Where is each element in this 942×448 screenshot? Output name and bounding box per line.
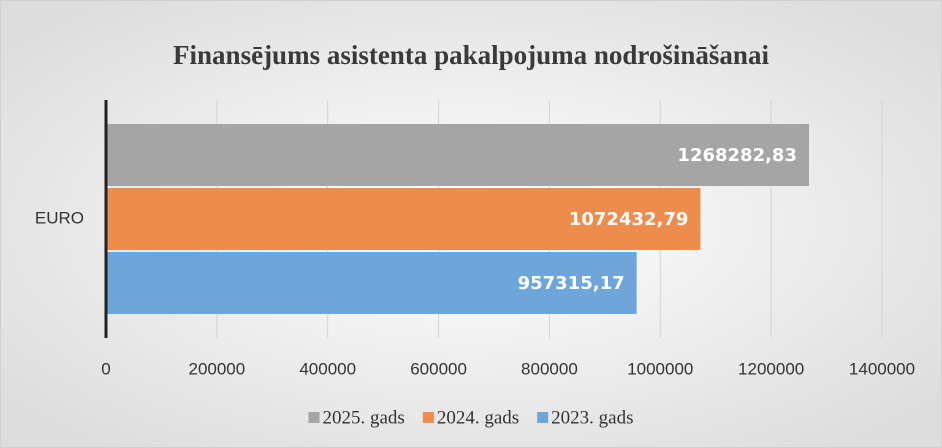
data-label: 1072432,79: [569, 209, 689, 230]
legend-marker: [422, 412, 434, 423]
bar: [106, 188, 701, 250]
x-tick-label: 1400000: [849, 359, 915, 378]
x-tick-label: 1000000: [627, 359, 693, 378]
legend-marker: [537, 412, 549, 423]
x-tick-label: 0: [101, 359, 110, 378]
legend-label: 2024. gads: [437, 407, 519, 428]
x-tick-label: 400000: [299, 359, 356, 378]
data-label: 957315,17: [518, 273, 625, 294]
legend-label: 2023. gads: [551, 407, 633, 428]
y-tick-label: EURO: [35, 208, 84, 227]
x-tick-label: 600000: [410, 359, 467, 378]
chart-title: Finansējums asistenta pakalpojuma nodroš…: [173, 40, 769, 70]
bar: [106, 252, 637, 314]
legend-label: 2025. gads: [323, 407, 405, 428]
x-tick-label: 200000: [188, 359, 245, 378]
x-tick-label: 800000: [521, 359, 578, 378]
bar: [106, 124, 809, 186]
legend-marker: [308, 412, 320, 423]
x-tick-label: 1200000: [738, 359, 804, 378]
data-label: 1268282,83: [677, 145, 797, 166]
